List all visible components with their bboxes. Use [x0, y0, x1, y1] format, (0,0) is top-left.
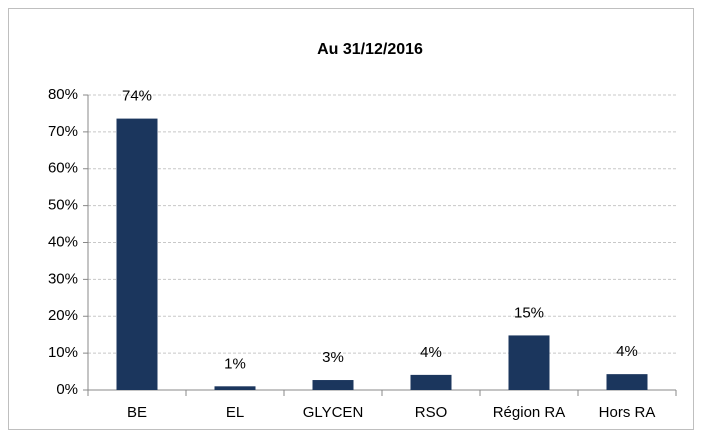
y-tick-label: 10%: [48, 344, 78, 361]
x-tick-label: BE: [127, 404, 147, 421]
x-tick-label: GLYCEN: [303, 404, 364, 421]
y-tick-label: 30%: [48, 270, 78, 287]
y-tick-label: 80%: [48, 86, 78, 103]
y-tick-label: 70%: [48, 123, 78, 140]
bar: [312, 380, 354, 390]
x-tick-label: Région RA: [493, 404, 566, 421]
value-label: 1%: [224, 355, 246, 372]
value-label: 4%: [420, 344, 442, 361]
bar: [116, 118, 158, 390]
chart-title: Au 31/12/2016: [317, 41, 423, 58]
bar: [508, 335, 550, 390]
value-label: 4%: [616, 343, 638, 360]
x-tick-label: RSO: [415, 404, 448, 421]
bar: [606, 374, 648, 390]
y-tick-label: 50%: [48, 197, 78, 214]
x-tick-label: Hors RA: [599, 404, 656, 421]
y-tick-label: 40%: [48, 233, 78, 250]
chart-frame: [8, 8, 694, 430]
y-tick-label: 0%: [56, 381, 78, 398]
x-tick-label: EL: [226, 404, 244, 421]
value-label: 15%: [514, 304, 544, 321]
y-tick-label: 60%: [48, 160, 78, 177]
bar: [214, 386, 256, 390]
bar: [410, 374, 452, 390]
value-label: 3%: [322, 349, 344, 366]
y-tick-label: 20%: [48, 307, 78, 324]
value-label: 74%: [122, 88, 152, 105]
